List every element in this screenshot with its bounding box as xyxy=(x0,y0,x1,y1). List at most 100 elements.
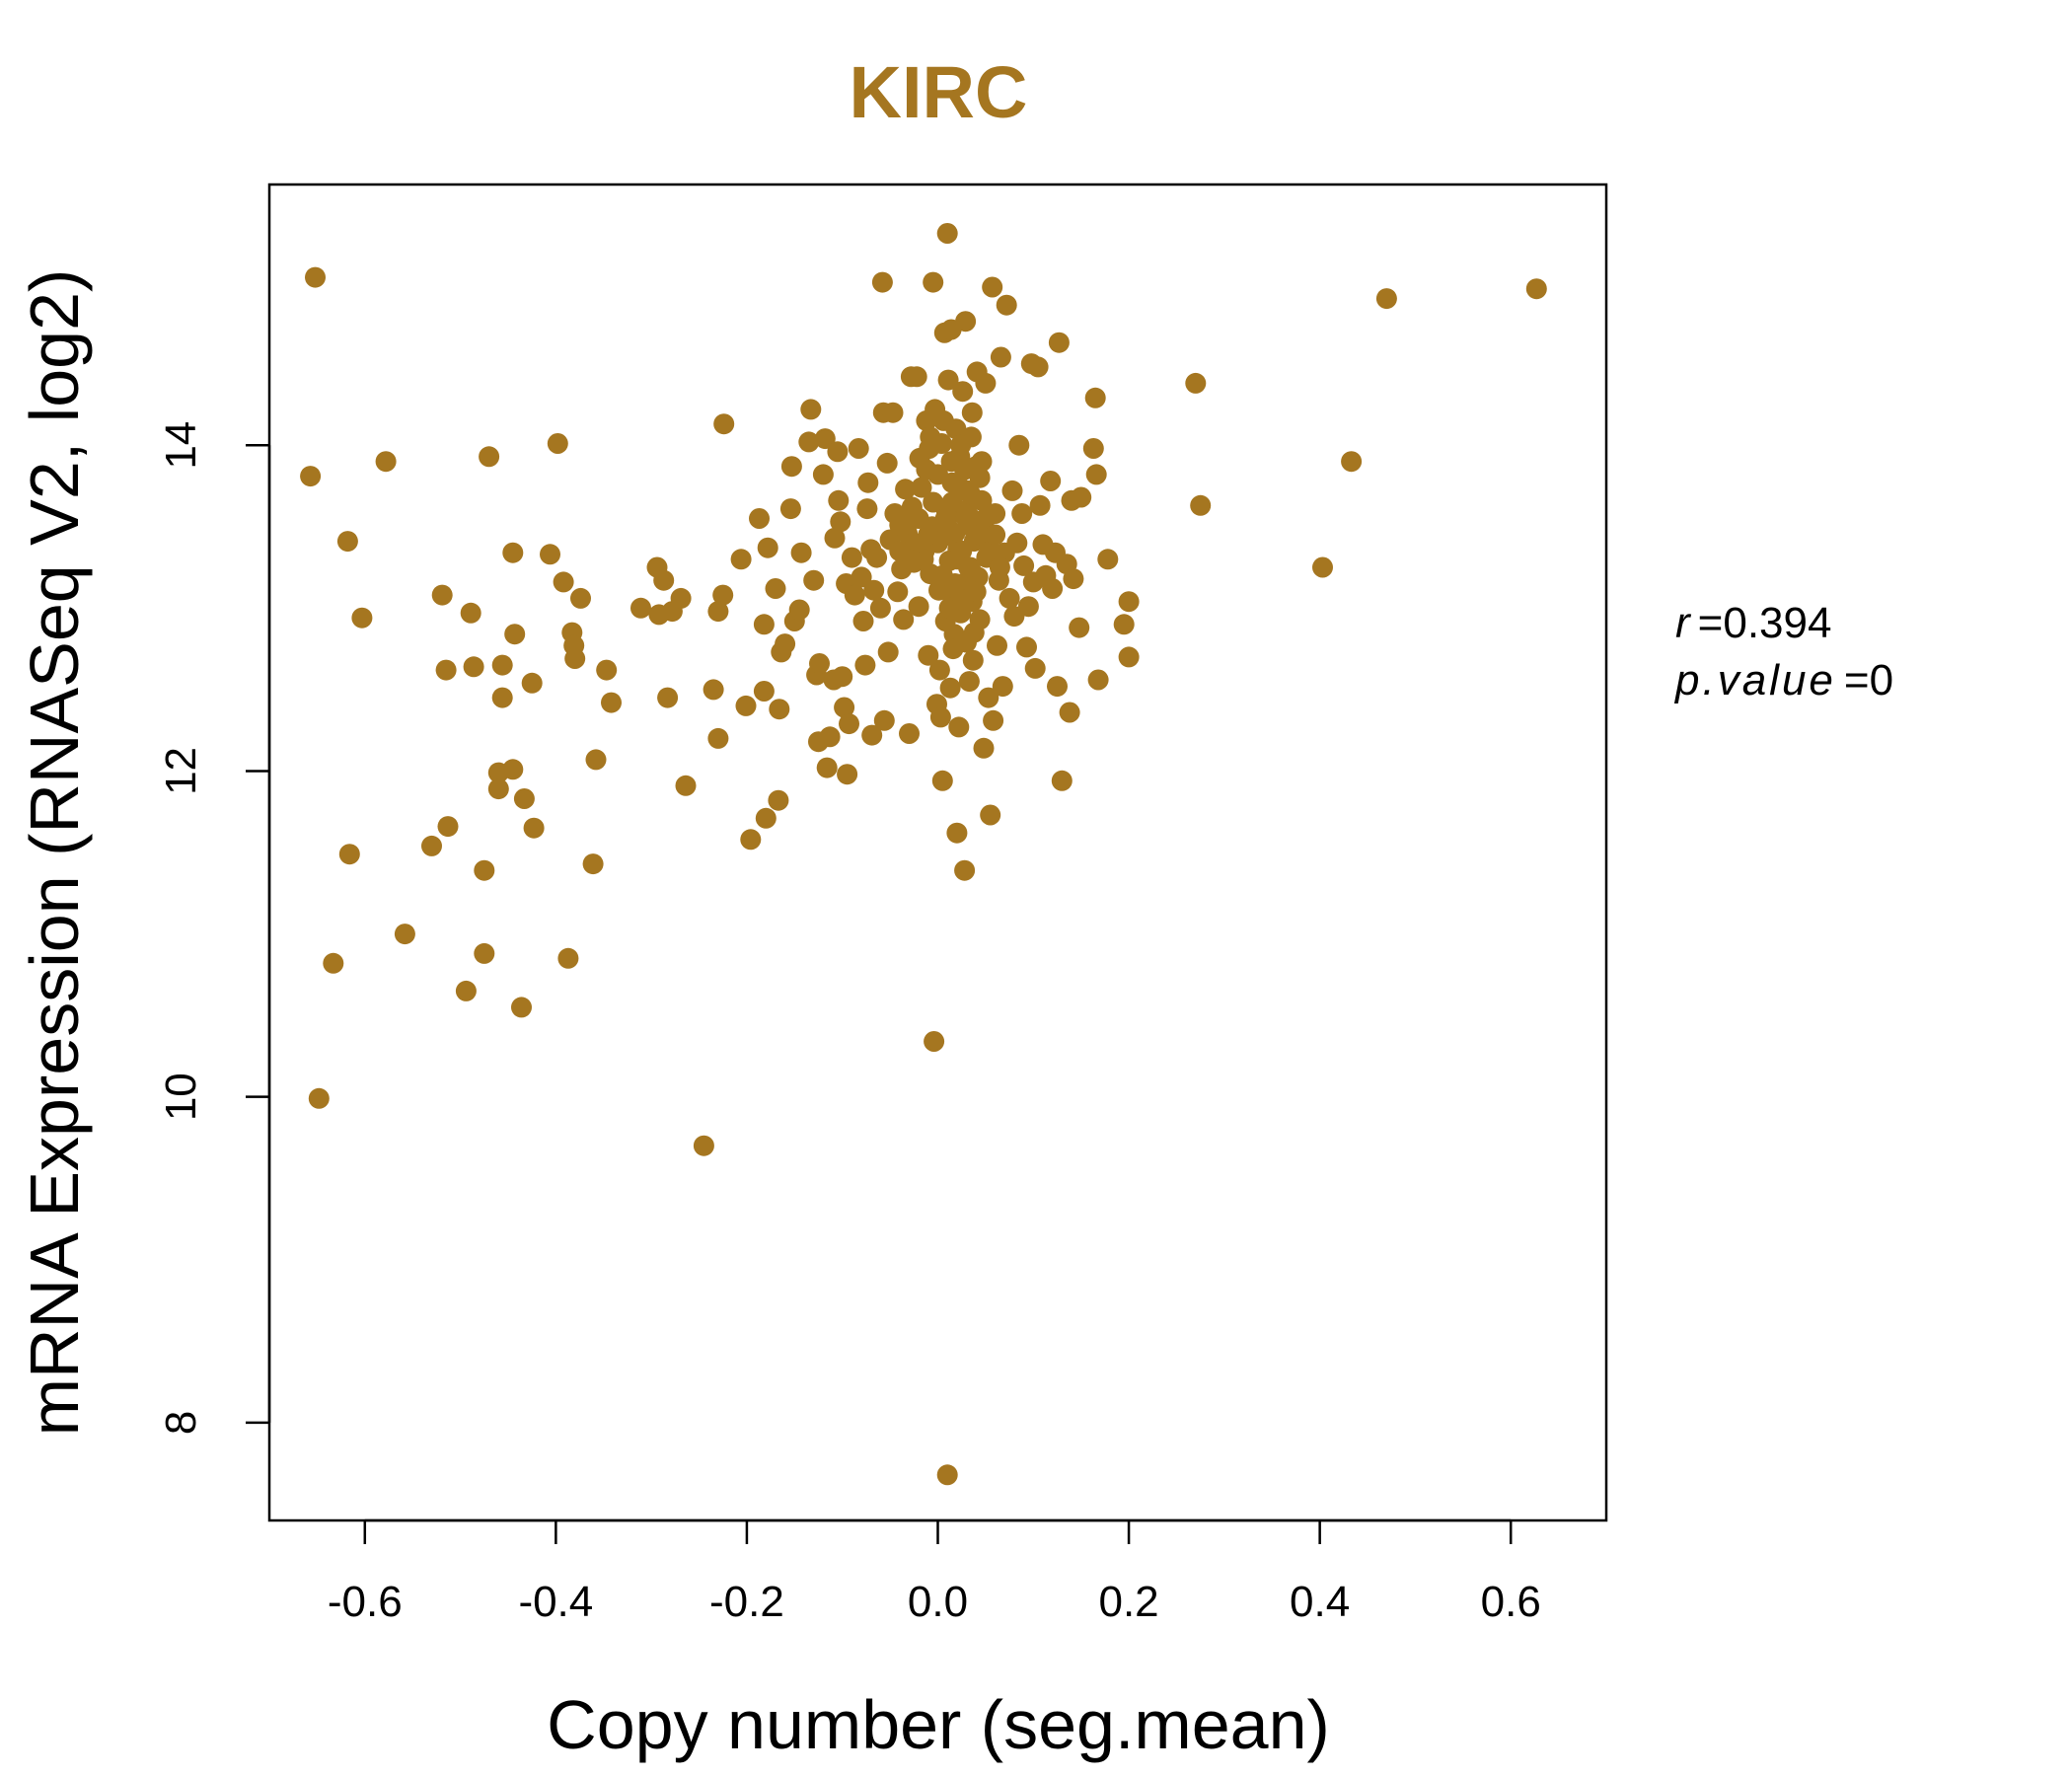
data-point xyxy=(828,489,850,511)
data-point xyxy=(435,659,457,681)
data-point xyxy=(916,459,937,481)
data-point xyxy=(523,817,545,839)
data-point xyxy=(753,681,775,702)
data-point xyxy=(1084,387,1106,408)
data-point xyxy=(969,467,991,488)
data-point xyxy=(920,426,941,448)
data-point xyxy=(491,654,513,676)
chart-title: KIRC xyxy=(850,51,1028,133)
data-point xyxy=(755,807,777,829)
data-point xyxy=(929,706,951,728)
data-point xyxy=(837,764,858,785)
data-point xyxy=(1185,372,1207,394)
data-point xyxy=(936,1464,958,1486)
data-point xyxy=(511,997,532,1018)
data-point xyxy=(851,566,872,588)
data-point xyxy=(989,556,1010,578)
data-point xyxy=(952,381,974,403)
data-point xyxy=(463,656,484,678)
data-point xyxy=(940,451,962,473)
data-point xyxy=(1011,503,1033,524)
data-point xyxy=(753,614,775,635)
data-point xyxy=(908,596,929,618)
data-point xyxy=(1097,549,1119,570)
data-point xyxy=(585,749,607,771)
x-tick-label: -0.4 xyxy=(518,1578,593,1626)
data-points xyxy=(300,223,1547,1486)
data-point xyxy=(951,541,973,561)
data-point xyxy=(936,223,958,244)
data-point xyxy=(942,638,964,660)
data-point xyxy=(960,508,982,529)
x-tick-label: 0.4 xyxy=(1290,1578,1350,1626)
data-point xyxy=(889,541,911,561)
y-tick-label: 12 xyxy=(157,747,205,795)
r-label: r xyxy=(1675,599,1692,647)
data-point xyxy=(570,587,591,609)
data-point xyxy=(713,413,735,435)
data-point xyxy=(1375,288,1397,310)
data-point xyxy=(564,648,586,669)
data-point xyxy=(955,311,977,333)
data-point xyxy=(540,544,560,565)
data-point xyxy=(479,446,500,468)
data-point xyxy=(839,713,859,735)
data-point xyxy=(323,952,344,974)
data-point xyxy=(985,524,1006,546)
data-point xyxy=(460,602,481,624)
data-point xyxy=(973,737,995,759)
data-point xyxy=(958,671,980,693)
data-point xyxy=(895,479,917,500)
data-point xyxy=(1017,596,1039,618)
data-point xyxy=(308,1087,330,1109)
p-value-label: p.value xyxy=(1673,656,1836,704)
data-point xyxy=(848,438,869,459)
p-value-statistic: p.value =0 xyxy=(1673,656,1893,704)
y-tick-label: 8 xyxy=(157,1411,205,1435)
data-point xyxy=(854,654,876,676)
data-point xyxy=(911,477,932,498)
data-point xyxy=(601,692,622,713)
data-point xyxy=(937,369,959,391)
data-point xyxy=(980,804,1001,826)
data-point xyxy=(437,816,459,838)
data-point xyxy=(975,372,997,394)
data-point xyxy=(876,452,898,474)
data-point xyxy=(1013,555,1035,576)
data-point xyxy=(899,723,920,744)
data-point xyxy=(893,609,915,630)
correlation-stats: r =0.394 p.value =0 xyxy=(1673,599,1893,704)
data-point xyxy=(928,659,950,681)
data-point xyxy=(857,472,879,493)
data-point xyxy=(730,549,752,570)
data-point xyxy=(906,366,927,388)
data-point xyxy=(816,757,838,778)
data-point xyxy=(768,789,789,811)
data-point xyxy=(757,537,778,558)
data-point xyxy=(780,456,802,478)
x-axis: -0.6 -0.4 -0.2 0.0 0.2 0.4 0.6 xyxy=(328,1518,1541,1626)
data-point xyxy=(653,569,675,591)
r-statistic: r =0.394 xyxy=(1675,599,1831,647)
data-point xyxy=(908,508,929,529)
y-axis-title: mRNA Expression (RNASeq V2, log2) xyxy=(16,269,93,1437)
data-point xyxy=(983,709,1004,731)
data-point xyxy=(553,571,574,593)
data-point xyxy=(1024,657,1046,679)
data-point xyxy=(996,294,1017,316)
p-value-value: 0 xyxy=(1870,656,1893,704)
data-point xyxy=(803,569,825,591)
data-point xyxy=(1048,332,1070,353)
data-point xyxy=(455,980,477,1001)
data-point xyxy=(946,822,968,844)
data-point xyxy=(693,1135,714,1156)
data-point xyxy=(375,451,397,473)
data-point xyxy=(924,1031,945,1052)
data-point xyxy=(707,601,729,623)
r-value: 0.394 xyxy=(1723,599,1831,647)
data-point xyxy=(1016,636,1037,658)
data-point xyxy=(934,508,956,529)
data-point xyxy=(1113,614,1135,635)
data-point xyxy=(1040,471,1062,491)
data-point xyxy=(769,699,790,720)
